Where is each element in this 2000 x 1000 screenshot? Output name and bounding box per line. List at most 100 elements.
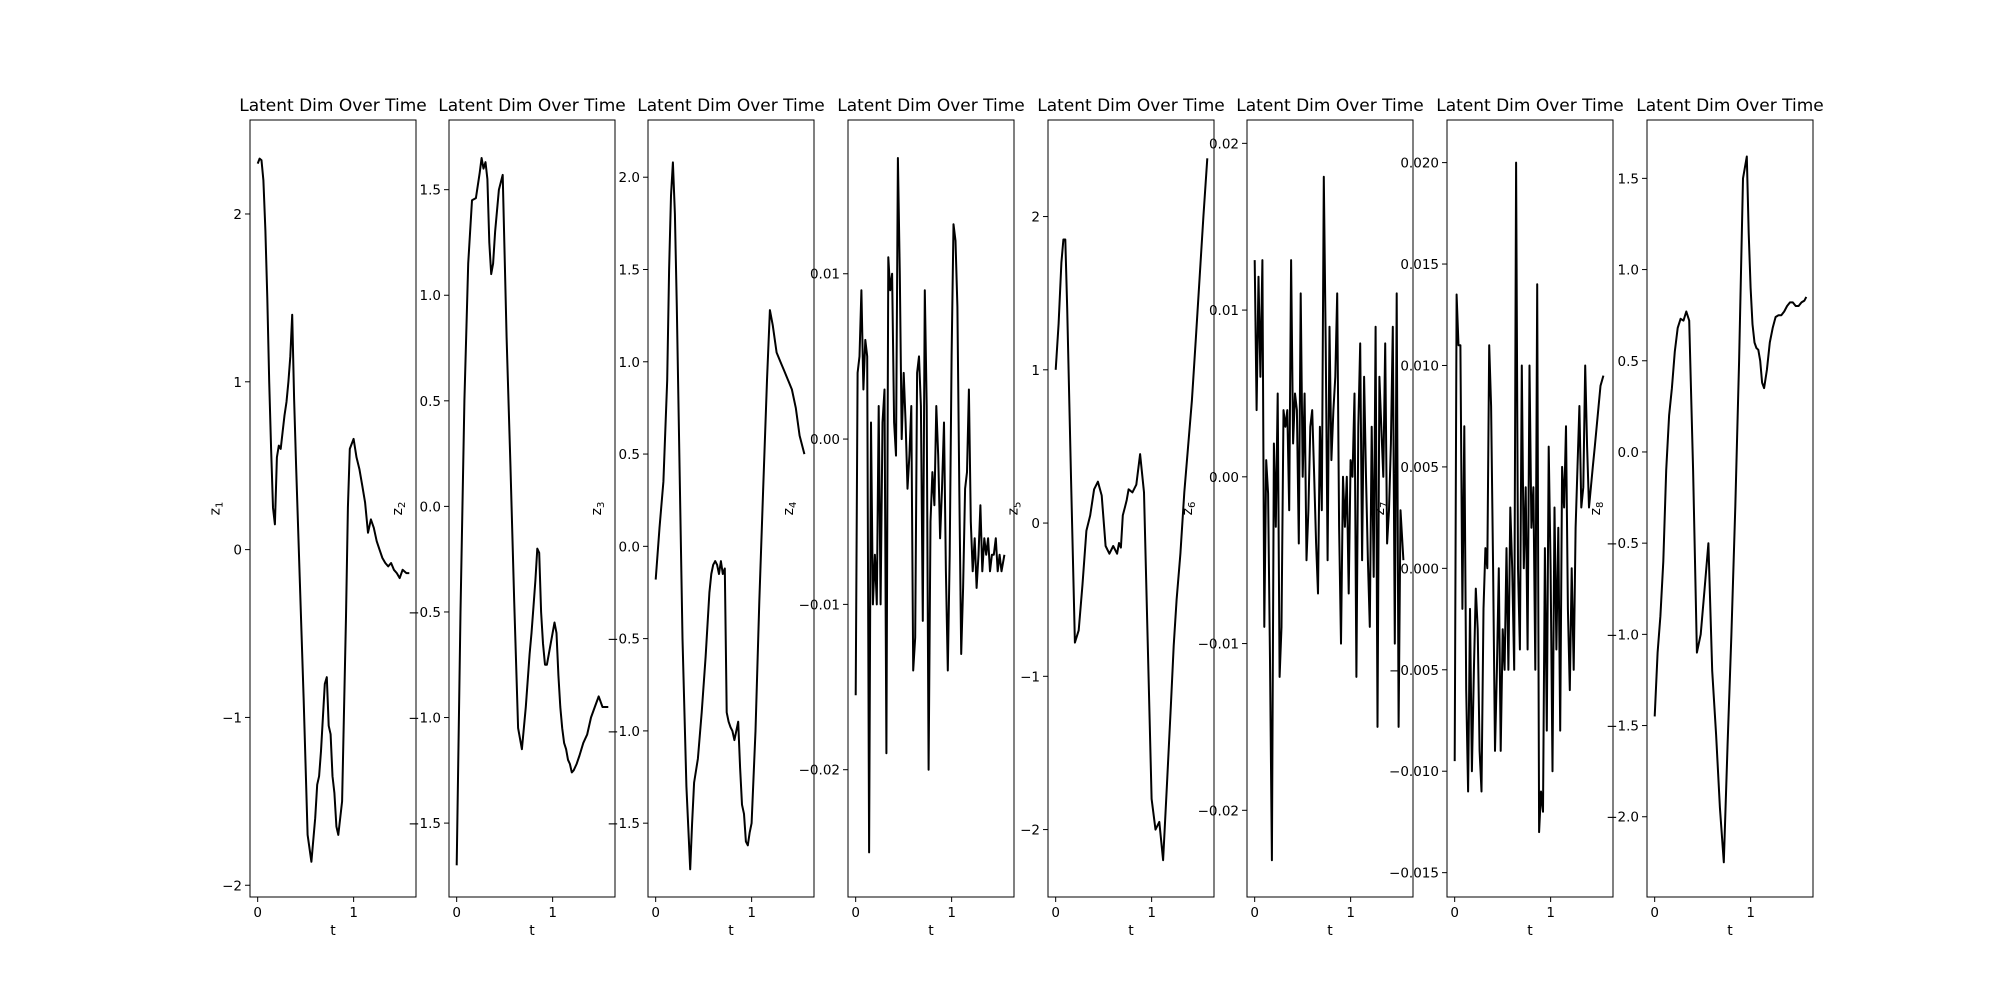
panel-6-xlabel: t bbox=[1327, 923, 1333, 939]
panel-7-title: Latent Dim Over Time bbox=[1436, 96, 1624, 116]
panel-8-xlabel: t bbox=[1727, 923, 1733, 939]
panel-2-ytick-label: −1.0 bbox=[408, 711, 441, 727]
panel-4-xtick-label: 1 bbox=[947, 905, 956, 921]
panel-3-series-line bbox=[654, 161, 806, 871]
panel-5-title: Latent Dim Over Time bbox=[1037, 96, 1225, 116]
panel-3-ytick-label: 0.0 bbox=[619, 539, 640, 555]
panel-3-ytick-label: 1.0 bbox=[619, 355, 640, 371]
panel-1-axes-frame bbox=[249, 119, 417, 898]
panel-4-title: Latent Dim Over Time bbox=[837, 96, 1025, 116]
panel-8-axes-frame bbox=[1646, 119, 1814, 898]
panel-2-xlabel: t bbox=[529, 923, 535, 939]
panel-6-ytick-label: 0.00 bbox=[1209, 470, 1239, 486]
panel-7-xtick-label: 1 bbox=[1546, 905, 1555, 921]
panel-7-ytick-label: −0.005 bbox=[1389, 663, 1439, 679]
panel-7-axes-frame bbox=[1446, 119, 1614, 898]
panel-7-ytick-label: 0.000 bbox=[1400, 561, 1439, 577]
panel-7-ytick-label: 0.010 bbox=[1400, 358, 1439, 374]
panel-8-ytick-label: −0.5 bbox=[1606, 536, 1639, 552]
panel-4-ylabel: z4 bbox=[781, 502, 799, 516]
panel-5-xtick-label: 0 bbox=[1051, 905, 1060, 921]
panel-7-ytick-label: 0.005 bbox=[1400, 460, 1439, 476]
panel-7-ytick-label: −0.010 bbox=[1389, 764, 1439, 780]
panel-4-ytick-label: 0.00 bbox=[810, 432, 840, 448]
panel-6-series-line bbox=[1253, 175, 1405, 862]
panel-5-ytick-label: 1 bbox=[1031, 363, 1040, 379]
panel-5-ytick-label: 2 bbox=[1031, 210, 1040, 226]
panel-3-ytick-label: −1.5 bbox=[607, 816, 640, 832]
panel-6-title: Latent Dim Over Time bbox=[1236, 96, 1424, 116]
panel-2-ytick-label: −0.5 bbox=[408, 605, 441, 621]
panel-5-xlabel: t bbox=[1128, 923, 1134, 939]
panel-1-xtick-label: 0 bbox=[253, 905, 262, 921]
panel-4-axes-frame bbox=[847, 119, 1015, 898]
panel-3-ytick-label: 2.0 bbox=[619, 170, 640, 186]
panel-1-series-line bbox=[256, 157, 410, 863]
panel-2-ytick-label: 1.0 bbox=[420, 288, 441, 304]
panel-7-xtick-label: 0 bbox=[1450, 905, 1459, 921]
panel-6-ytick-label: −0.02 bbox=[1198, 803, 1239, 819]
panel-3-ytick-label: 1.5 bbox=[619, 262, 640, 278]
panel-1-xlabel: t bbox=[330, 923, 336, 939]
panel-5-ytick-label: −1 bbox=[1020, 669, 1040, 685]
panel-2-xtick-label: 1 bbox=[548, 905, 557, 921]
panel-8-xtick-label: 1 bbox=[1746, 905, 1755, 921]
panel-7-ytick-label: 0.020 bbox=[1400, 156, 1439, 172]
panel-6-xtick-label: 1 bbox=[1346, 905, 1355, 921]
panel-8-ytick-label: 0.5 bbox=[1618, 354, 1639, 370]
panel-7-series-line bbox=[1453, 161, 1605, 834]
panel-8-ytick-label: 1.5 bbox=[1618, 171, 1639, 187]
panel-2-ylabel: z2 bbox=[390, 502, 408, 516]
panel-6-ylabel: z6 bbox=[1180, 502, 1198, 516]
panel-1-ytick-label: −1 bbox=[222, 710, 242, 726]
panel-6-ytick-label: 0.01 bbox=[1209, 303, 1239, 319]
panel-3-ytick-label: −0.5 bbox=[607, 632, 640, 648]
panel-6-axes-frame bbox=[1246, 119, 1414, 898]
panel-3-xtick-label: 1 bbox=[747, 905, 756, 921]
panel-7-xlabel: t bbox=[1527, 923, 1533, 939]
panel-1-xtick-label: 1 bbox=[349, 905, 358, 921]
panel-4-ytick-label: −0.01 bbox=[799, 597, 840, 613]
panel-3-ylabel: z3 bbox=[589, 502, 607, 516]
panel-1-ytick-label: −2 bbox=[222, 878, 242, 894]
panel-2-xtick-label: 0 bbox=[452, 905, 461, 921]
panel-2-axes-frame bbox=[448, 119, 616, 898]
panel-8-ylabel: z8 bbox=[1588, 502, 1606, 516]
panel-2-ytick-label: 0.5 bbox=[420, 394, 441, 410]
panel-1-ytick-label: 0 bbox=[233, 543, 242, 559]
panel-4-series-line bbox=[854, 157, 1006, 854]
panel-2-ytick-label: 1.5 bbox=[420, 183, 441, 199]
panel-1-ytick-label: 2 bbox=[233, 207, 242, 223]
panel-4-ytick-label: −0.02 bbox=[799, 763, 840, 779]
panel-5-ytick-label: −2 bbox=[1020, 823, 1040, 839]
panel-8-title: Latent Dim Over Time bbox=[1636, 96, 1824, 116]
panel-3-axes-frame bbox=[647, 119, 815, 898]
panel-6-ytick-label: −0.01 bbox=[1198, 637, 1239, 653]
panel-3-xtick-label: 0 bbox=[651, 905, 660, 921]
panel-8-series-line bbox=[1653, 155, 1808, 864]
panel-4-xlabel: t bbox=[928, 923, 934, 939]
panel-1-ylabel: z1 bbox=[208, 502, 226, 516]
panel-8-ytick-label: −2.0 bbox=[1606, 810, 1639, 826]
panel-3-xlabel: t bbox=[728, 923, 734, 939]
panel-7-ylabel: z7 bbox=[1372, 502, 1390, 516]
panel-1-title: Latent Dim Over Time bbox=[239, 96, 427, 116]
panel-2-ytick-label: 0.0 bbox=[420, 499, 441, 515]
panel-8-ytick-label: −1.5 bbox=[1606, 719, 1639, 735]
panel-2-series-line bbox=[455, 157, 609, 866]
panel-5-xtick-label: 1 bbox=[1147, 905, 1156, 921]
panel-8-ytick-label: −1.0 bbox=[1606, 627, 1639, 643]
panel-3-title: Latent Dim Over Time bbox=[637, 96, 825, 116]
panel-6-ytick-label: 0.02 bbox=[1209, 136, 1239, 152]
panel-3-ytick-label: 0.5 bbox=[619, 447, 640, 463]
panel-4-ytick-label: 0.01 bbox=[810, 267, 840, 283]
panel-2-title: Latent Dim Over Time bbox=[438, 96, 626, 116]
panel-6-xtick-label: 0 bbox=[1250, 905, 1259, 921]
panel-8-ytick-label: 1.0 bbox=[1618, 263, 1639, 279]
panel-2-ytick-label: −1.5 bbox=[408, 816, 441, 832]
panel-5-ytick-label: 0 bbox=[1031, 516, 1040, 532]
panel-5-axes-frame bbox=[1047, 119, 1215, 898]
panel-8-xtick-label: 0 bbox=[1650, 905, 1659, 921]
panel-8-ytick-label: 0.0 bbox=[1618, 445, 1639, 461]
